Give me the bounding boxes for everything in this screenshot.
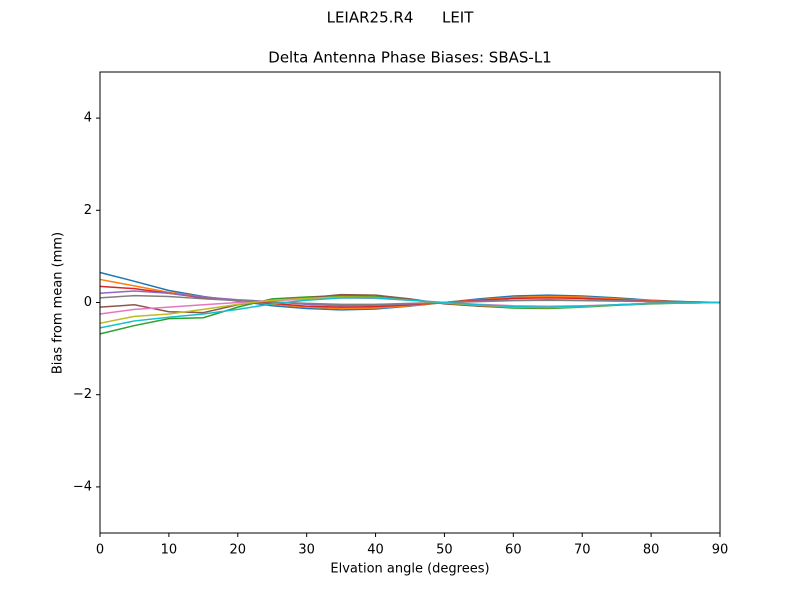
data-line [99, 294, 721, 306]
x-tick-label: 50 [436, 543, 453, 558]
y-tick-label: 2 [84, 203, 92, 218]
x-tick-label: 20 [230, 543, 247, 558]
data-line [99, 285, 721, 308]
x-tick-label: 80 [643, 543, 660, 558]
x-tick-label: 30 [298, 543, 315, 558]
x-tick-label: 10 [161, 543, 178, 558]
suptitle: LEIAR25.R4 LEIT [327, 9, 475, 27]
y-tick-label: −2 [73, 387, 92, 402]
data-line [99, 297, 721, 329]
y-tick-label: −4 [73, 479, 92, 494]
x-axis-label: Elvation angle (degrees) [330, 562, 489, 577]
x-tick-label: 70 [574, 543, 591, 558]
y-tick-label: 0 [84, 295, 92, 310]
y-axis-label: Bias from mean (mm) [51, 232, 66, 374]
chart-title: Delta Antenna Phase Biases: SBAS-L1 [268, 49, 551, 67]
x-tick-label: 40 [367, 543, 384, 558]
y-tick-label: 4 [84, 111, 92, 126]
x-tick-label: 60 [505, 543, 522, 558]
x-tick-label: 0 [96, 543, 104, 558]
plot-frame [99, 71, 721, 534]
x-tick-label: 90 [712, 543, 729, 558]
